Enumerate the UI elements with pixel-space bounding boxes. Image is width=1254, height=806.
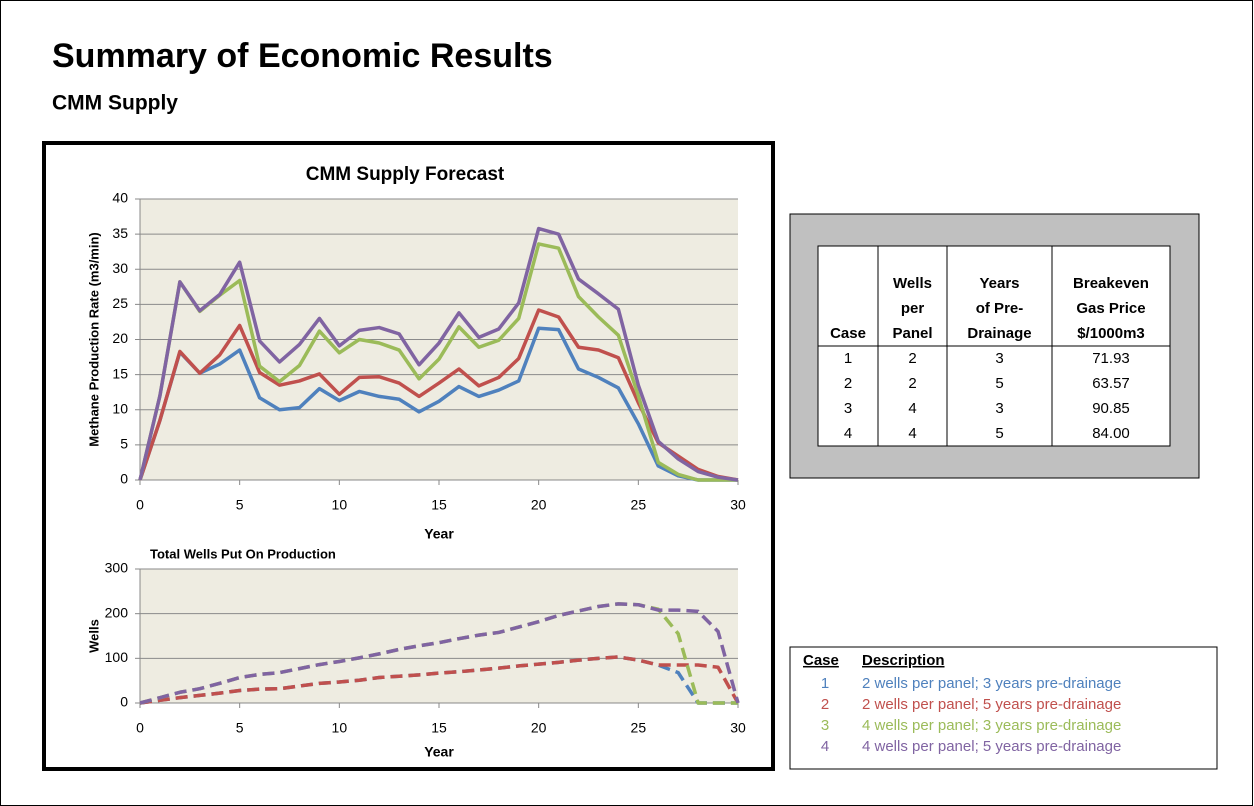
x-tick-label: 20 <box>531 720 547 736</box>
table-header: Breakeven <box>1073 275 1149 292</box>
series-line <box>138 226 739 482</box>
legend-frame <box>789 646 1218 770</box>
x-tick-label: 10 <box>332 720 348 736</box>
legend-case: 4 <box>821 738 829 755</box>
x-tick-label: 15 <box>431 497 447 513</box>
chart-title: CMM Supply Forecast <box>306 164 505 185</box>
x-axis-label: Year <box>424 526 454 542</box>
x-tick-label: 0 <box>136 720 144 736</box>
table-cell: 5 <box>995 375 1003 392</box>
x-axis-label: Year <box>424 744 454 760</box>
table-cell: 4 <box>908 425 916 442</box>
x-tick-label: 25 <box>631 720 647 736</box>
x-tick-label: 0 <box>136 497 144 513</box>
y-tick-label: 35 <box>112 225 128 241</box>
page-title: Summary of Economic Results <box>52 37 553 75</box>
table-header: Panel <box>892 325 932 342</box>
table-cell: 2 <box>908 375 916 392</box>
table-cell: 4 <box>908 400 916 417</box>
x-tick-label: 5 <box>236 497 244 513</box>
table-cell: 3 <box>995 350 1003 367</box>
series-line <box>138 242 738 482</box>
x-tick-label: 15 <box>431 720 447 736</box>
x-tick-label: 30 <box>730 720 746 736</box>
y-tick-label: 300 <box>105 560 129 576</box>
table-cell: 3 <box>844 400 852 417</box>
table-header: per <box>901 300 925 317</box>
legend-header: Case <box>803 652 839 669</box>
table-header: of Pre- <box>976 300 1024 317</box>
series-line <box>139 602 740 705</box>
x-tick-label: 5 <box>236 720 244 736</box>
legend-case: 3 <box>821 717 829 734</box>
table-cell: 63.57 <box>1092 375 1130 392</box>
table-cell: 5 <box>995 425 1003 442</box>
table-cell: 2 <box>844 375 852 392</box>
table-cell: 84.00 <box>1092 425 1130 442</box>
y-tick-label: 0 <box>120 471 128 487</box>
legend-case: 1 <box>821 675 829 692</box>
x-tick-label: 10 <box>332 497 348 513</box>
y-tick-label: 25 <box>112 295 128 311</box>
x-tick-label: 30 <box>730 497 746 513</box>
page-subtitle: CMM Supply <box>52 92 178 115</box>
x-tick-label: 20 <box>531 497 547 513</box>
legend-description: 4 wells per panel; 5 years pre-drainage <box>862 738 1121 755</box>
legend-description: 2 wells per panel; 3 years pre-drainage <box>862 675 1121 692</box>
series-line <box>138 326 738 482</box>
legend-case: 2 <box>821 696 829 713</box>
legend-header: Description <box>862 652 945 669</box>
series-line <box>139 655 740 705</box>
table-header: Years <box>979 275 1019 292</box>
series-line <box>138 308 739 482</box>
table-header: Case <box>830 325 866 342</box>
table-cell: 4 <box>844 425 852 442</box>
y-tick-label: 15 <box>112 365 128 381</box>
table-cell: 2 <box>908 350 916 367</box>
y-axis-label: Methane Production Rate (m3/min) <box>86 232 101 447</box>
table-header: Drainage <box>967 325 1031 342</box>
table-cell: 90.85 <box>1092 400 1130 417</box>
legend-description: 2 wells per panel; 5 years pre-drainage <box>862 696 1121 713</box>
y-axis-label: Wells <box>86 619 101 653</box>
y-tick-label: 10 <box>112 400 128 416</box>
table-header: Gas Price <box>1076 300 1145 317</box>
plot-area <box>140 569 738 703</box>
legend-description: 4 wells per panel; 3 years pre-drainage <box>862 717 1121 734</box>
x-tick-label: 25 <box>631 497 647 513</box>
y-tick-label: 5 <box>120 436 128 452</box>
chart-title: Total Wells Put On Production <box>150 546 336 561</box>
table-header: Wells <box>893 275 932 292</box>
y-tick-label: 0 <box>120 694 128 710</box>
table-header: $/1000m3 <box>1077 325 1145 342</box>
y-tick-label: 200 <box>105 604 129 620</box>
table-cell: 1 <box>844 350 852 367</box>
y-tick-label: 20 <box>112 330 128 346</box>
y-tick-label: 30 <box>112 260 128 276</box>
table-cell: 3 <box>995 400 1003 417</box>
y-tick-label: 100 <box>105 649 129 665</box>
table-cell: 71.93 <box>1092 350 1130 367</box>
y-tick-label: 40 <box>112 190 128 206</box>
